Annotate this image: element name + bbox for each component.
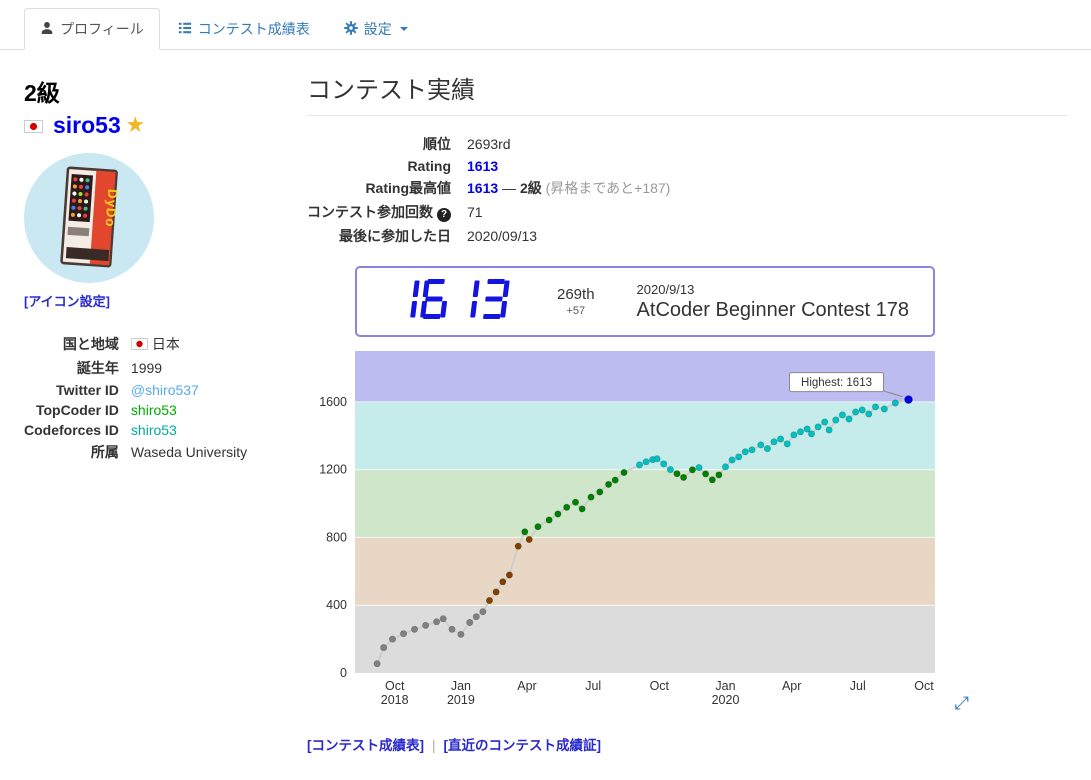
stat-label: 最後に参加した日 bbox=[339, 228, 451, 244]
dash: ― bbox=[502, 180, 517, 196]
expand-icon[interactable]: ⤢ bbox=[954, 693, 969, 713]
contest-results-main: コンテスト実績 順位 2693rd Rating 1613 Rating最高値 … bbox=[307, 68, 1067, 754]
field-label: Twitter ID bbox=[56, 382, 119, 398]
field-label: Codeforces ID bbox=[24, 422, 119, 438]
profile-sidebar: 2級 siro53 ★ DyDo bbox=[24, 68, 307, 754]
rank-value: 2693rd bbox=[467, 136, 511, 152]
latest-contest-card: 269th +57 2020/9/13 AtCoder Beginner Con… bbox=[355, 266, 935, 337]
profile-row-codeforces: Codeforces ID shiro53 bbox=[24, 420, 247, 440]
contest-stats-table: 順位 2693rd Rating 1613 Rating最高値 1613 ― 2… bbox=[307, 132, 670, 248]
birth-year-value: 1999 bbox=[130, 360, 163, 376]
svg-text:Jan: Jan bbox=[715, 679, 735, 693]
tab-profile[interactable]: プロフィール bbox=[24, 8, 160, 50]
bottom-links: [コンテスト成績表] | [直近のコンテスト成績証] bbox=[307, 734, 1067, 754]
japan-flag-icon bbox=[130, 337, 148, 353]
rating-history-chart[interactable]: 0 400 800 1200 1600 Oct 2018 Jan 2019 Apr Jul Oct Ja… bbox=[310, 345, 969, 718]
page-content: 2級 siro53 ★ DyDo bbox=[0, 50, 1091, 754]
svg-text:Oct: Oct bbox=[385, 679, 405, 693]
country-value: 日本 bbox=[151, 336, 180, 352]
stat-row-contest-count: コンテスト参加回数? 71 bbox=[307, 200, 670, 224]
svg-text:400: 400 bbox=[326, 598, 347, 612]
svg-text:800: 800 bbox=[326, 530, 347, 544]
svg-text:Oct: Oct bbox=[914, 679, 934, 693]
field-label: TopCoder ID bbox=[35, 402, 119, 418]
svg-text:Apr: Apr bbox=[517, 679, 536, 693]
contest-info: 2020/9/13 AtCoder Beginner Contest 178 bbox=[637, 282, 909, 322]
svg-text:Jul: Jul bbox=[585, 679, 601, 693]
highest-rank-class: 2級 bbox=[519, 180, 542, 196]
svg-text:DyDo: DyDo bbox=[103, 189, 121, 228]
place-block: 269th +57 bbox=[557, 286, 595, 317]
contest-date: 2020/9/13 bbox=[636, 281, 695, 297]
svg-text:Oct: Oct bbox=[650, 679, 670, 693]
username-link[interactable]: siro53 bbox=[53, 112, 121, 138]
highest-rating-value: 1613 bbox=[467, 180, 499, 196]
icon-settings-link[interactable]: [アイコン設定] bbox=[24, 294, 111, 309]
user-icon bbox=[40, 21, 54, 38]
contest-name: AtCoder Beginner Contest 178 bbox=[636, 298, 909, 321]
profile-row-topcoder: TopCoder ID shiro53 bbox=[24, 400, 247, 420]
svg-text:Apr: Apr bbox=[782, 679, 801, 693]
japan-flag-icon bbox=[24, 112, 43, 139]
stat-row-last-competed: 最後に参加した日 2020/09/13 bbox=[307, 224, 670, 248]
list-icon bbox=[178, 21, 192, 38]
divider bbox=[307, 115, 1067, 116]
twitter-id-link[interactable]: @shiro537 bbox=[130, 382, 199, 398]
topcoder-id-link[interactable]: shiro53 bbox=[130, 402, 177, 418]
svg-text:1600: 1600 bbox=[319, 395, 347, 409]
tab-profile-label: プロフィール bbox=[60, 21, 144, 37]
profile-row-affiliation: 所属 Waseda University bbox=[24, 440, 247, 464]
last-competed-value: 2020/09/13 bbox=[467, 228, 538, 244]
star-icon: ★ bbox=[126, 115, 144, 136]
stat-label: コンテスト参加回数 bbox=[307, 204, 433, 220]
codeforces-id-link[interactable]: shiro53 bbox=[130, 422, 177, 438]
field-label: 所属 bbox=[90, 444, 119, 460]
tab-settings[interactable]: 設定 bbox=[328, 8, 424, 50]
avatar: DyDo bbox=[24, 153, 154, 283]
field-label: 誕生年 bbox=[76, 360, 119, 376]
profile-row-birth-year: 誕生年 1999 bbox=[24, 356, 247, 380]
caret-down-icon bbox=[399, 27, 408, 31]
contest-place: 269th bbox=[557, 286, 595, 303]
rating-delta: +57 bbox=[566, 305, 586, 317]
svg-text:Jul: Jul bbox=[850, 679, 866, 693]
stat-label: 順位 bbox=[423, 136, 451, 152]
svg-text:2019: 2019 bbox=[447, 693, 475, 707]
svg-text:1200: 1200 bbox=[319, 463, 347, 477]
stat-row-rating: Rating 1613 bbox=[307, 156, 670, 176]
svg-text:2020: 2020 bbox=[712, 693, 740, 707]
svg-text:Highest: 1613: Highest: 1613 bbox=[801, 377, 872, 389]
link-separator: | bbox=[432, 738, 436, 753]
stat-label: Rating bbox=[407, 158, 451, 174]
contest-results-link[interactable]: [コンテスト成績表] bbox=[307, 738, 424, 753]
promotion-note: (昇格まであと+187) bbox=[545, 180, 671, 196]
stat-label: Rating最高値 bbox=[365, 180, 451, 196]
field-label: 国と地域 bbox=[62, 336, 119, 352]
profile-info-table: 国と地域 日本 誕生年 1999 Twitter ID @shiro537 To… bbox=[24, 332, 247, 464]
contest-count-value: 71 bbox=[467, 204, 483, 220]
gear-icon bbox=[343, 20, 358, 38]
help-icon[interactable]: ? bbox=[437, 208, 451, 222]
rating-lcd-display bbox=[383, 278, 515, 325]
tab-contest-results[interactable]: コンテスト成績表 bbox=[162, 8, 326, 50]
nav-tabs: プロフィール コンテスト成績表 設定 bbox=[0, 8, 1091, 50]
profile-row-country: 国と地域 日本 bbox=[24, 332, 247, 356]
user-rank-class: 2級 bbox=[24, 80, 60, 106]
username-row: siro53 ★ bbox=[24, 112, 307, 139]
recent-contest-certificate-link[interactable]: [直近のコンテスト成績証] bbox=[443, 738, 602, 753]
svg-text:2018: 2018 bbox=[381, 693, 409, 707]
affiliation-value: Waseda University bbox=[130, 444, 248, 460]
tab-contest-results-label: コンテスト成績表 bbox=[197, 21, 310, 37]
profile-row-twitter: Twitter ID @shiro537 bbox=[24, 380, 247, 400]
tab-settings-label: 設定 bbox=[363, 21, 392, 37]
stat-row-rank: 順位 2693rd bbox=[307, 132, 670, 156]
stat-row-highest-rating: Rating最高値 1613 ― 2級 (昇格まであと+187) bbox=[307, 176, 670, 200]
page-title: コンテスト実績 bbox=[307, 77, 475, 104]
svg-text:0: 0 bbox=[340, 666, 347, 680]
svg-text:Jan: Jan bbox=[451, 679, 471, 693]
rating-value: 1613 bbox=[467, 158, 499, 174]
